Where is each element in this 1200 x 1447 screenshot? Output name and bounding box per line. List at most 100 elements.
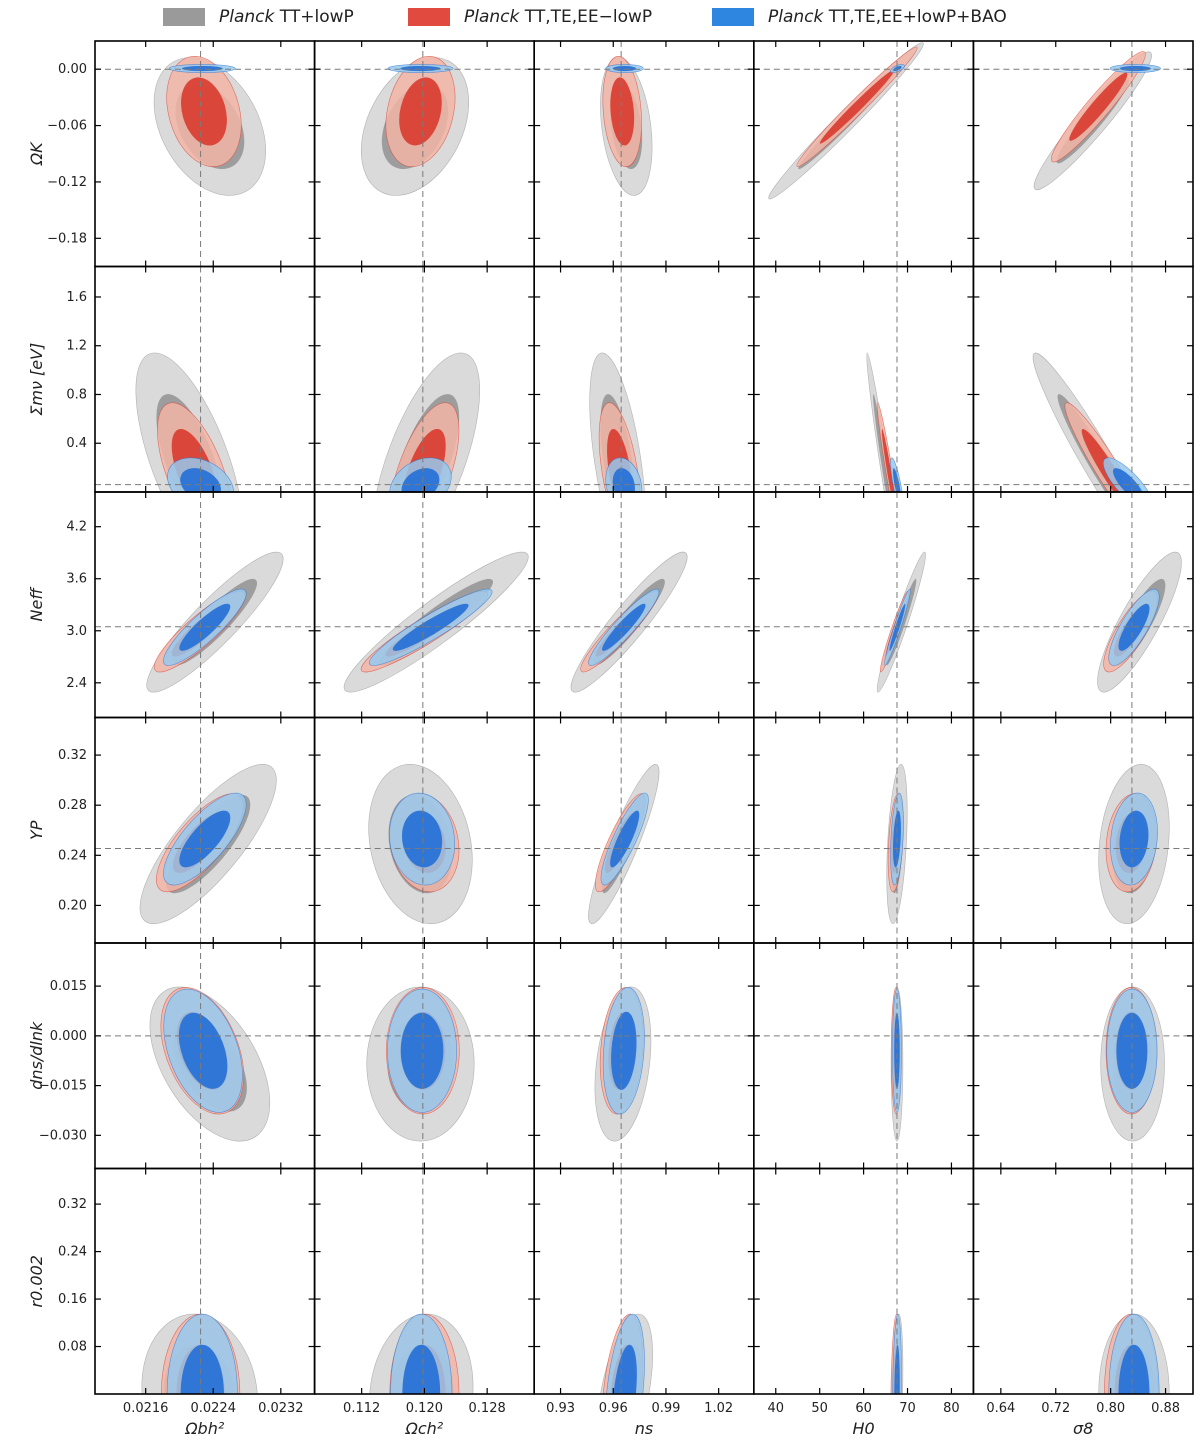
x-tick-label: 0.120 xyxy=(406,1401,443,1416)
contour-68-series-1 xyxy=(819,69,895,144)
y-tick-label: 0.28 xyxy=(58,798,87,813)
panel-3-0 xyxy=(95,717,315,943)
panel-3-1 xyxy=(314,717,535,943)
x-tick-label: 0.0216 xyxy=(123,1401,169,1416)
column-label: H0 xyxy=(852,1419,874,1438)
contour-68-series-2 xyxy=(1119,810,1149,868)
x-tick-label: 0.128 xyxy=(469,1401,506,1416)
row-label: ΩK xyxy=(27,141,46,166)
contour-68-series-2 xyxy=(401,810,443,868)
panel-1-4 xyxy=(973,266,1193,492)
y-tick-label: 0.08 xyxy=(58,1340,87,1355)
panel-2-0 xyxy=(95,492,315,718)
contour-68-series-2 xyxy=(1119,65,1151,72)
panel-4-2 xyxy=(534,943,754,1169)
contour-68-series-2 xyxy=(179,603,231,651)
panel-0-2 xyxy=(534,41,754,267)
column-label: Ωbh² xyxy=(184,1419,225,1438)
column-label: σ8 xyxy=(1073,1419,1093,1438)
contour-68-series-2 xyxy=(400,65,441,72)
contour-68-series-0 xyxy=(873,394,894,492)
panel-3-3 xyxy=(753,717,974,943)
contour-68-series-2 xyxy=(181,65,223,72)
legend-item-tt-te-ee-lowp: Planck TT,TE,EE−lowP xyxy=(408,6,652,28)
panel-2-2 xyxy=(534,492,754,718)
legend-label: Planck TT,TE,EE+lowP+BAO xyxy=(768,7,1007,27)
legend-label: Planck TT+lowP xyxy=(219,7,354,27)
panel-frame xyxy=(972,40,1194,268)
panel-3-4 xyxy=(973,717,1193,943)
x-tick-label: 70 xyxy=(899,1401,916,1416)
y-tick-label: 0.8 xyxy=(66,387,87,402)
contour-68-series-1 xyxy=(1069,72,1128,141)
y-tick-label: 0.24 xyxy=(58,1245,87,1260)
panel-0-3 xyxy=(753,41,974,267)
contour-68-series-2 xyxy=(602,603,646,651)
contour-68-series-2 xyxy=(402,1344,441,1394)
legend-item-tt-lowp: Planck TT+lowP xyxy=(163,6,354,28)
y-tick-label: −0.06 xyxy=(47,119,87,134)
y-tick-label: 1.2 xyxy=(66,339,87,354)
x-tick-label: 0.0224 xyxy=(190,1401,236,1416)
y-tick-label: 2.4 xyxy=(66,676,87,691)
x-tick-label: 0.72 xyxy=(1041,1401,1070,1416)
x-tick-label: 60 xyxy=(855,1401,872,1416)
x-tick-label: 0.93 xyxy=(546,1401,575,1416)
contour-68-series-1 xyxy=(881,428,897,492)
panel-2-1 xyxy=(314,492,535,718)
panel-2-4 xyxy=(973,492,1193,718)
contour-68-series-1 xyxy=(181,77,227,146)
legend-swatch-blue xyxy=(712,8,754,26)
panel-4-4 xyxy=(973,943,1193,1169)
row-label: r0.002 xyxy=(27,1255,46,1307)
y-tick-label: −0.030 xyxy=(39,1128,87,1143)
contour-68-series-2 xyxy=(610,810,640,868)
legend-item-bao: Planck TT,TE,EE+lowP+BAO xyxy=(712,6,1007,28)
panel-2-3 xyxy=(753,492,974,718)
contour-68-series-2 xyxy=(612,468,635,492)
panel-frame xyxy=(752,716,975,944)
panel-1-0 xyxy=(95,266,315,492)
y-tick-label: 0.32 xyxy=(58,748,87,763)
x-tick-label: 0.99 xyxy=(651,1401,680,1416)
x-tick-label: 80 xyxy=(943,1401,960,1416)
legend-swatch-red xyxy=(408,8,450,26)
panel-frame xyxy=(972,1167,1194,1395)
y-tick-label: −0.18 xyxy=(47,231,87,246)
panel-frame xyxy=(533,265,755,493)
contour-68-series-2 xyxy=(392,603,469,651)
panel-frame xyxy=(752,1167,975,1395)
y-tick-label: 0.015 xyxy=(50,979,87,994)
panel-0-1 xyxy=(314,41,535,267)
column-label: ns xyxy=(635,1419,653,1438)
y-tick-label: 0.00 xyxy=(58,62,87,77)
contour-68-series-2 xyxy=(893,65,902,72)
contour-68-series-2 xyxy=(179,810,231,868)
x-tick-label: 50 xyxy=(811,1401,828,1416)
panel-4-3 xyxy=(753,943,974,1169)
legend-label: Planck TT,TE,EE−lowP xyxy=(464,7,653,27)
panel-3-2 xyxy=(534,717,754,943)
row-label: Σmν [eV] xyxy=(27,343,46,416)
contour-68-series-2 xyxy=(1116,1012,1148,1089)
contour-68-series-2 xyxy=(612,65,637,72)
panel-frame xyxy=(752,491,975,719)
panel-1-2 xyxy=(534,266,754,492)
legend-swatch-gray xyxy=(163,8,205,26)
row-label: YP xyxy=(27,820,46,840)
y-tick-label: −0.12 xyxy=(47,175,87,190)
x-tick-label: 1.02 xyxy=(704,1401,733,1416)
x-tick-label: 0.112 xyxy=(343,1401,380,1416)
panel-4-1 xyxy=(314,943,535,1169)
contour-68-series-2 xyxy=(1118,603,1150,651)
x-tick-label: 0.64 xyxy=(986,1401,1015,1416)
y-tick-label: 3.0 xyxy=(66,624,87,639)
contour-68-series-1 xyxy=(610,77,635,146)
x-tick-label: 0.0232 xyxy=(258,1401,304,1416)
panel-4-0 xyxy=(95,943,315,1169)
y-tick-label: 0.4 xyxy=(66,436,87,451)
x-tick-label: 0.80 xyxy=(1096,1401,1125,1416)
panel-frame xyxy=(752,40,975,268)
contour-68-series-2 xyxy=(611,1011,637,1090)
